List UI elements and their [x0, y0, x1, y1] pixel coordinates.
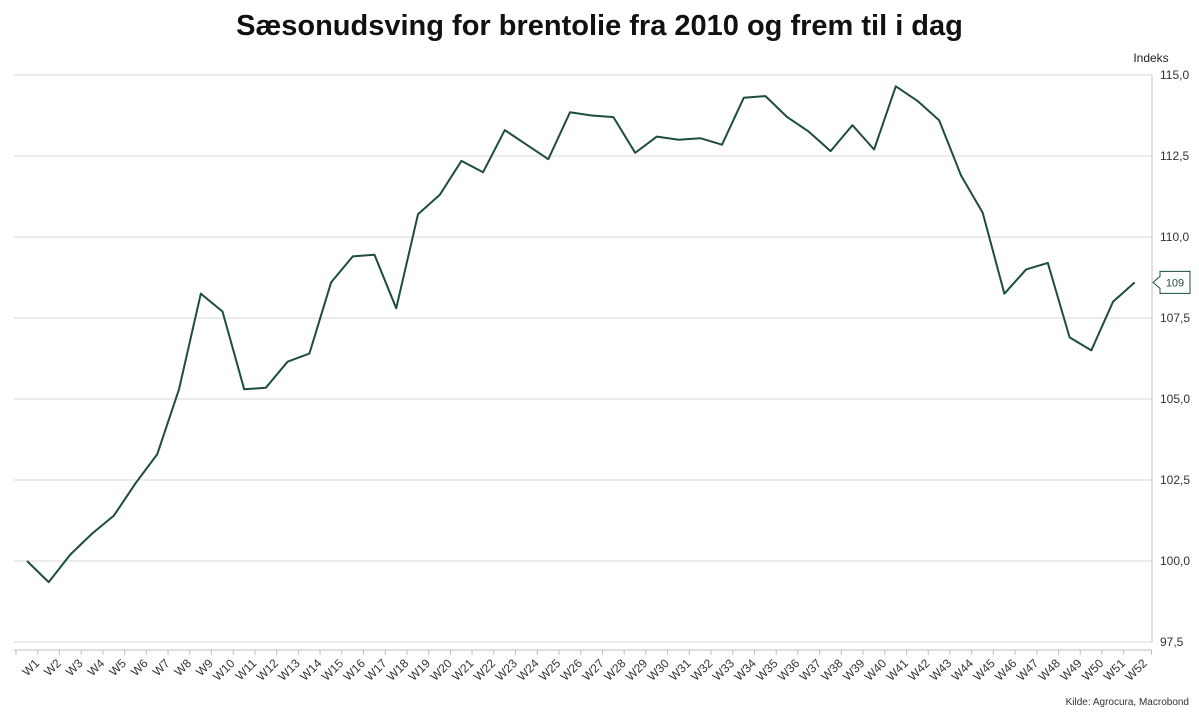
x-tick-label: W47 [1014, 656, 1042, 684]
x-tick-label: W3 [63, 656, 86, 679]
x-tick-label: W48 [1036, 656, 1064, 684]
x-tick-label: W4 [85, 656, 108, 679]
x-tick-label: W26 [558, 656, 586, 684]
last-value-label: 109 [1166, 277, 1184, 289]
x-tick-label: W43 [927, 656, 955, 684]
x-tick-label: W30 [645, 656, 673, 684]
y-tick-label: 112,5 [1160, 149, 1189, 163]
x-tick-label: W8 [172, 656, 195, 679]
x-tick-label: W40 [862, 656, 890, 684]
y-tick-label: 110,0 [1160, 230, 1189, 244]
x-tick-label: W44 [949, 656, 977, 684]
x-tick-label: W1 [19, 656, 42, 679]
x-tick-label: W23 [493, 656, 521, 684]
x-tick-label: W5 [106, 656, 129, 679]
x-tick-label: W50 [1079, 656, 1107, 684]
x-tick-label: W16 [341, 656, 369, 684]
x-tick-label: W19 [406, 656, 434, 684]
x-tick-label: W12 [254, 656, 282, 684]
x-tick-label: W52 [1122, 656, 1150, 684]
y-tick-label: 105,0 [1160, 392, 1190, 406]
y-tick-label: 97,5 [1160, 635, 1184, 649]
x-tick-label: W27 [579, 656, 607, 684]
x-tick-label: W18 [384, 656, 412, 684]
x-tick-label: W31 [666, 656, 694, 684]
x-tick-label: W22 [471, 656, 499, 684]
x-tick-label: W11 [233, 656, 260, 683]
x-tick-label: W37 [797, 656, 825, 684]
x-tick-label: W21 [449, 656, 477, 684]
x-tick-label: W49 [1057, 656, 1085, 684]
x-tick-label: W33 [710, 656, 738, 684]
source-note: Kilde: Agrocura, Macrobond [1065, 697, 1189, 708]
y-axis: 97,5 100,0 102,5 105,0 107,5 110,0 112,5 115,0 [1151, 68, 1190, 649]
x-tick-label: W32 [688, 656, 716, 684]
x-tick-label: W36 [775, 656, 803, 684]
x-tick-label: W45 [970, 656, 998, 684]
x-tick-label: W6 [128, 656, 151, 679]
x-tick-label: W7 [150, 656, 173, 679]
x-tick-label: W15 [319, 656, 347, 684]
x-tick-label: W51 [1101, 656, 1129, 684]
x-tick-label: W29 [623, 656, 651, 684]
y-tick-label: 115,0 [1160, 68, 1189, 82]
last-value-label-group: 109 [1152, 270, 1191, 294]
y-axis-label: Indeks [1133, 51, 1168, 65]
x-tick-label: W42 [905, 656, 933, 684]
x-tick-label: W34 [732, 656, 760, 684]
x-tick-label: W14 [297, 656, 325, 684]
series-line-group [26, 85, 1136, 584]
x-tick-label: W28 [601, 656, 629, 684]
last-value-callout [1152, 270, 1191, 294]
y-tick-label: 102,5 [1160, 473, 1190, 487]
chart-title: Sæsonudsving for brentolie fra 2010 og f… [236, 10, 963, 42]
y-tick-label: 100,0 [1160, 554, 1190, 568]
x-tick-label: W25 [536, 656, 564, 684]
y-tick-label: 107,5 [1160, 311, 1190, 325]
series-line [26, 85, 1136, 584]
x-tick-label: W2 [41, 656, 64, 679]
x-tick-label: W38 [818, 656, 846, 684]
x-tick-label: W46 [992, 656, 1020, 684]
x-tick-label: W10 [210, 656, 238, 684]
x-tick-label: W24 [514, 656, 542, 684]
x-tick-label: W39 [840, 656, 868, 684]
x-axis: W1 W2 W3 W4 W5 W6 W7 W8 W9W10W11W12W13W14W15W16W… [14, 649, 1152, 684]
x-tick-label: W13 [275, 656, 303, 684]
gridlines [14, 74, 1152, 643]
x-tick-label: W17 [362, 656, 390, 684]
x-tick-label: W35 [753, 656, 781, 684]
x-tick-label: W20 [427, 656, 455, 684]
x-tick-label: W41 [884, 656, 912, 684]
